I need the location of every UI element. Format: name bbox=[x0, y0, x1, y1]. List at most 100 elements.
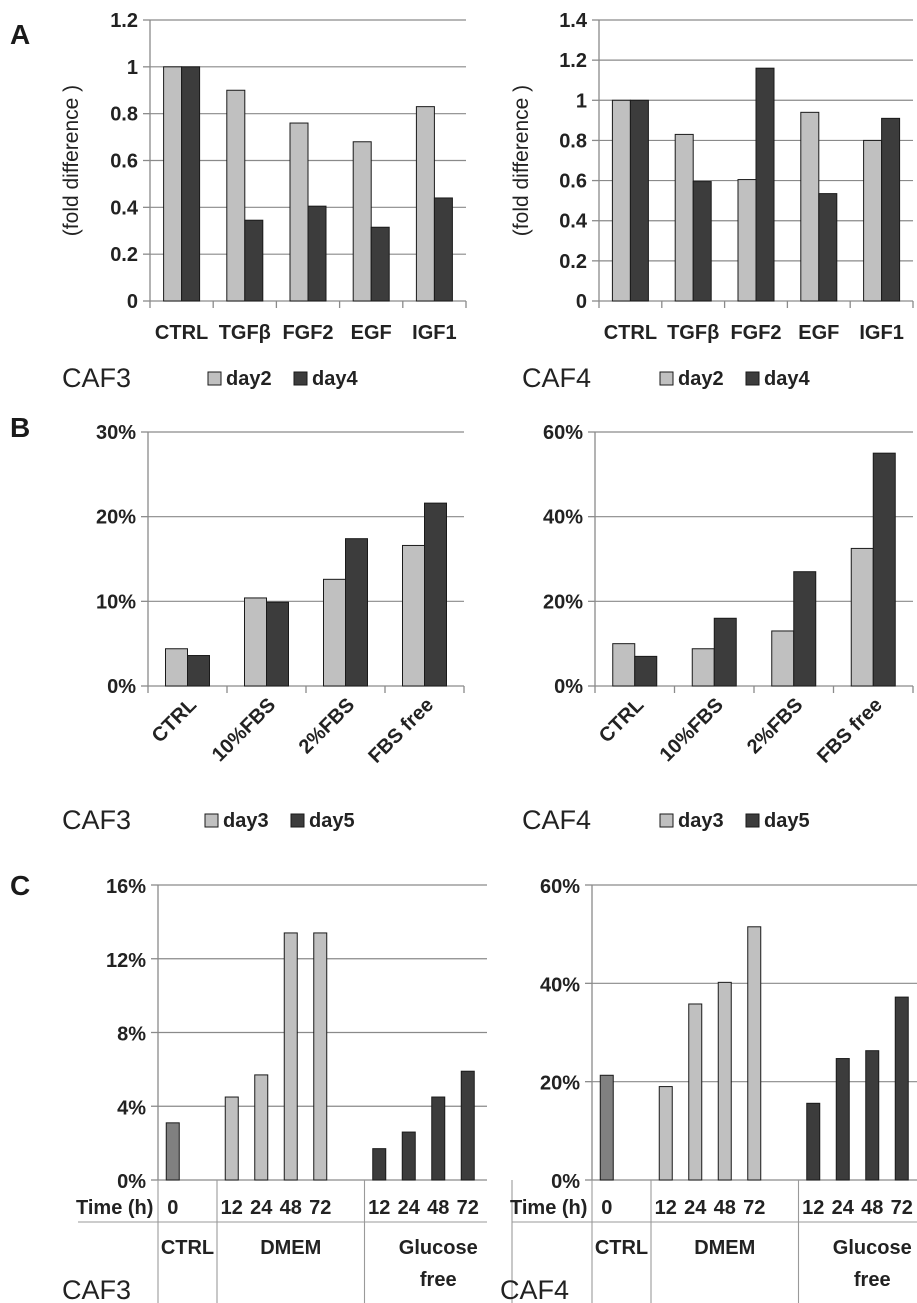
b-caf3-bar-day3-1 bbox=[244, 597, 267, 687]
panel-label-a: A bbox=[10, 19, 30, 50]
b-caf4-category-label: 2%FBS bbox=[743, 694, 807, 758]
a-caf4-bar-day2-2 bbox=[737, 179, 757, 302]
a-caf4-category-label: FGF2 bbox=[730, 322, 781, 344]
c-caf3-bar-6 bbox=[401, 1131, 416, 1181]
a-caf4-ytick-label: 1 bbox=[576, 90, 587, 112]
b-caf4-ytick-label: 60% bbox=[543, 422, 583, 444]
b-caf3-bar-day5-0 bbox=[187, 655, 210, 687]
a-caf3-bar-day2-2 bbox=[289, 122, 309, 302]
b-caf4-legend-label: day3 bbox=[678, 810, 724, 832]
b-caf3-ytick-label: 30% bbox=[96, 422, 136, 444]
b-caf3-category-label: 2%FBS bbox=[295, 694, 359, 758]
a-caf4-legend-label: day4 bbox=[764, 368, 810, 390]
c-caf3-time-tick: 72 bbox=[309, 1197, 331, 1219]
c-caf4-time-tick: 48 bbox=[714, 1197, 736, 1219]
a-caf3-ytick-label: 1.2 bbox=[110, 10, 138, 32]
panel-label-b: B bbox=[10, 412, 30, 443]
a-caf3-bar-day4-0 bbox=[181, 66, 201, 302]
a-caf3-bar-day2-0 bbox=[163, 66, 183, 302]
a-caf4-ytick-label: 0.8 bbox=[559, 130, 587, 152]
b-caf4-ytick-label: 40% bbox=[543, 507, 583, 529]
b-caf3-ytick-label: 0% bbox=[107, 676, 136, 698]
c-caf3-bar-5 bbox=[372, 1148, 387, 1181]
b-caf4-bar-day3-2 bbox=[771, 630, 795, 687]
a-caf3-ytick-label: 0.2 bbox=[110, 244, 138, 266]
b-caf3-category-label: CTRL bbox=[148, 694, 201, 747]
c-caf4-ytick-label: 0% bbox=[551, 1171, 580, 1193]
a-caf4-category-label: TGFβ bbox=[667, 322, 719, 344]
a-caf3-legend-label: day2 bbox=[226, 368, 272, 390]
b-caf3-caption: CAF3 bbox=[62, 805, 131, 835]
a-caf3-caption: CAF3 bbox=[62, 363, 131, 393]
a-caf3-y-axis-title: (fold difference ) bbox=[60, 85, 83, 236]
a-caf3-ytick-label: 0.8 bbox=[110, 104, 138, 126]
a-caf4-category-label: IGF1 bbox=[859, 322, 903, 344]
c-caf4-bar-8 bbox=[894, 996, 909, 1181]
c-caf4-bar-6 bbox=[835, 1058, 850, 1181]
a-caf4-bar-day2-4 bbox=[863, 139, 883, 302]
b-caf4-bar-day5-1 bbox=[713, 617, 737, 687]
a-caf4-ytick-label: 1.4 bbox=[559, 10, 588, 32]
a-caf4-bar-day2-0 bbox=[611, 99, 631, 302]
a-caf3-bar-day4-3 bbox=[370, 226, 390, 302]
c-caf3-time-tick: 72 bbox=[457, 1197, 479, 1219]
c-caf4-group-label: Glucose free bbox=[833, 1237, 912, 1291]
b-caf4-legend-swatch-day5 bbox=[745, 813, 760, 828]
b-caf3-ytick-label: 20% bbox=[96, 507, 136, 529]
a-caf4-y-axis-title: (fold difference ) bbox=[510, 85, 533, 236]
c-caf3-caption: CAF3 bbox=[62, 1275, 131, 1303]
c-caf4-time-tick: 72 bbox=[891, 1197, 913, 1219]
a-caf3-category-label: IGF1 bbox=[412, 322, 456, 344]
c-caf4-time-tick: 0 bbox=[601, 1197, 612, 1219]
b-caf3-ytick-label: 10% bbox=[96, 591, 136, 613]
c-caf4-caption: CAF4 bbox=[500, 1275, 569, 1303]
c-caf3-bar-7 bbox=[431, 1096, 446, 1181]
b-caf4-bar-day5-2 bbox=[793, 571, 817, 687]
c-caf3-time-tick: 0 bbox=[167, 1197, 178, 1219]
c-caf4-ytick-label: 60% bbox=[540, 876, 580, 898]
b-caf4-ytick-label: 0% bbox=[554, 676, 583, 698]
b-caf3-legend-swatch-day3 bbox=[204, 813, 219, 828]
c-caf4-bar-1 bbox=[658, 1086, 673, 1181]
b-caf4-caption: CAF4 bbox=[522, 805, 591, 835]
c-caf3-time-tick: 24 bbox=[398, 1197, 421, 1219]
b-caf3-category-label: FBS free bbox=[364, 694, 438, 768]
a-caf4-bar-day2-3 bbox=[800, 111, 820, 302]
b-caf4-bar-day3-3 bbox=[850, 547, 874, 687]
b-caf3-bar-day5-2 bbox=[345, 538, 368, 687]
c-caf3-time-tick: 24 bbox=[250, 1197, 273, 1219]
a-caf3-bar-day4-2 bbox=[307, 205, 327, 302]
a-caf3-bar-day4-1 bbox=[244, 219, 264, 302]
b-caf3-category-label: 10%FBS bbox=[208, 694, 280, 766]
a-caf3-bar-day2-4 bbox=[415, 106, 435, 302]
a-caf3-legend-swatch-day4 bbox=[293, 371, 308, 386]
b-caf4-bar-day5-0 bbox=[634, 655, 658, 687]
a-caf4-ytick-label: 0.6 bbox=[559, 171, 587, 193]
b-caf4-category-label: FBS free bbox=[813, 694, 887, 768]
a-caf3-ytick-label: 1 bbox=[127, 57, 138, 79]
c-caf4-time-tick: 48 bbox=[861, 1197, 883, 1219]
c-caf3-time-tick: 12 bbox=[221, 1197, 243, 1219]
a-caf4-ytick-label: 0.4 bbox=[559, 211, 588, 233]
a-caf4-bar-day4-0 bbox=[629, 99, 649, 302]
c-caf4-bar-3 bbox=[717, 981, 732, 1181]
b-caf3-legend-label: day5 bbox=[309, 810, 355, 832]
c-caf4-time-tick: 12 bbox=[655, 1197, 677, 1219]
a-caf3-bar-day2-1 bbox=[226, 89, 246, 302]
c-caf4-bar-7 bbox=[865, 1050, 880, 1181]
a-caf4-legend-label: day2 bbox=[678, 368, 724, 390]
c-caf4-time-label: Time (h) bbox=[510, 1197, 587, 1219]
a-caf3-ytick-label: 0 bbox=[127, 291, 138, 313]
c-caf3-time-label: Time (h) bbox=[76, 1197, 153, 1219]
b-caf4-category-label: 10%FBS bbox=[656, 694, 728, 766]
b-caf4-ytick-label: 20% bbox=[543, 591, 583, 613]
b-caf4-legend-swatch-day3 bbox=[659, 813, 674, 828]
b-caf4-bar-day3-1 bbox=[691, 648, 715, 687]
c-caf4-time-tick: 24 bbox=[832, 1197, 855, 1219]
a-caf3-bar-day4-4 bbox=[433, 197, 453, 302]
a-caf3-category-label: EGF bbox=[351, 322, 392, 344]
c-caf3-ytick-label: 8% bbox=[117, 1024, 146, 1046]
a-caf3-ytick-label: 0.4 bbox=[110, 197, 139, 219]
a-caf4-ytick-label: 0.2 bbox=[559, 251, 587, 273]
c-caf4-time-tick: 12 bbox=[802, 1197, 824, 1219]
